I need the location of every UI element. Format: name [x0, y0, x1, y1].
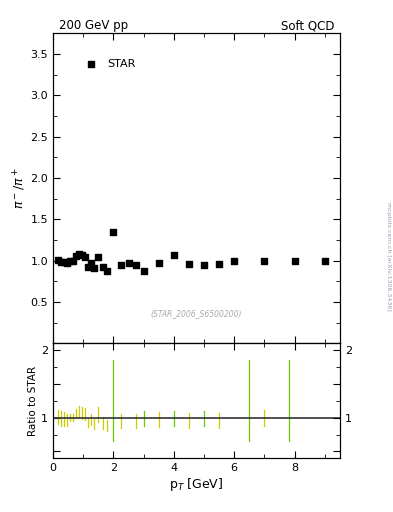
STAR	[186, 260, 192, 268]
STAR	[104, 267, 110, 275]
STAR	[125, 259, 132, 267]
STAR	[64, 259, 70, 267]
STAR	[75, 250, 82, 258]
STAR	[73, 251, 79, 260]
STAR	[61, 258, 67, 266]
STAR	[100, 263, 106, 271]
STAR	[118, 261, 124, 269]
STAR	[88, 259, 94, 267]
STAR	[292, 257, 298, 265]
STAR	[216, 260, 222, 268]
STAR	[66, 257, 73, 265]
STAR	[261, 257, 268, 265]
STAR	[95, 252, 101, 261]
STAR	[141, 267, 147, 275]
Text: Soft QCD: Soft QCD	[281, 19, 334, 32]
STAR	[156, 259, 162, 267]
STAR	[55, 256, 61, 264]
X-axis label: p$_T$ [GeV]: p$_T$ [GeV]	[169, 476, 224, 493]
Text: mcplots.cern.ch [arXiv:1306.3436]: mcplots.cern.ch [arXiv:1306.3436]	[386, 202, 391, 310]
Y-axis label: Ratio to STAR: Ratio to STAR	[28, 366, 38, 436]
STAR	[110, 228, 117, 236]
Legend: STAR: STAR	[76, 54, 140, 73]
STAR	[57, 258, 64, 266]
STAR	[171, 251, 177, 259]
STAR	[82, 252, 88, 261]
STAR	[91, 264, 97, 272]
STAR	[133, 261, 139, 269]
STAR	[231, 257, 237, 265]
Text: 200 GeV pp: 200 GeV pp	[59, 19, 128, 32]
STAR	[322, 257, 328, 265]
Text: (STAR_2006_S6500200): (STAR_2006_S6500200)	[151, 310, 242, 318]
STAR	[201, 261, 207, 269]
STAR	[84, 263, 91, 271]
STAR	[70, 257, 76, 265]
Y-axis label: $\pi^- / \pi^+$: $\pi^- / \pi^+$	[11, 167, 28, 209]
STAR	[79, 251, 85, 259]
